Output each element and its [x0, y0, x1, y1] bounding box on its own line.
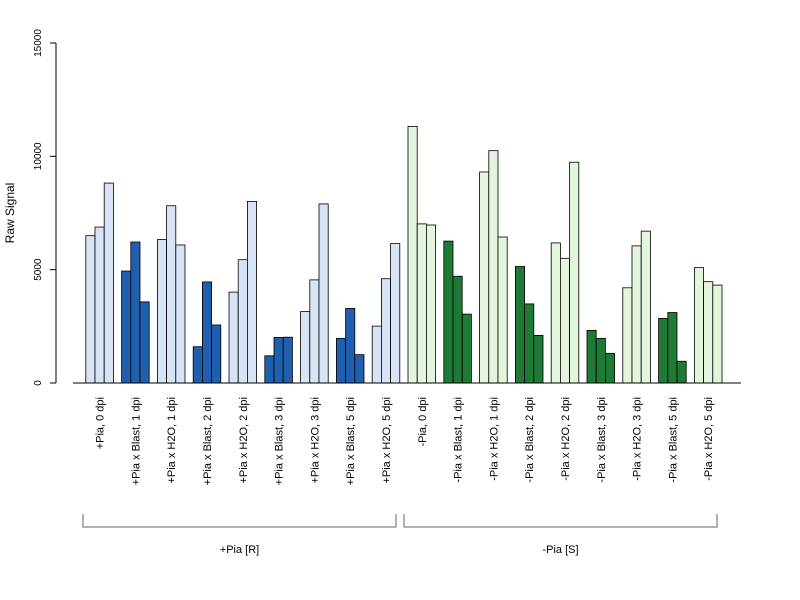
- bar-16-rep-3: [640, 230, 651, 384]
- bar-4-rep-1: [192, 346, 203, 384]
- bar-10-rep-1: [407, 126, 418, 384]
- bar-18-rep-2: [703, 281, 714, 384]
- bars-layer: [85, 126, 723, 384]
- y-axis: 0 5000 10000 15000: [33, 29, 57, 386]
- bar-15-rep-1: [586, 330, 597, 384]
- bar-11-rep-3: [461, 313, 472, 384]
- bar-3-rep-3: [175, 244, 186, 384]
- bar-2-rep-2: [130, 241, 141, 384]
- bar-16-rep-2: [631, 245, 642, 384]
- category-label-9: +Pia x H2O, 5 dpi: [381, 397, 393, 484]
- bar-1-rep-3: [103, 182, 114, 384]
- bar-5-rep-1: [228, 291, 239, 384]
- bar-1-rep-2: [94, 226, 105, 384]
- group-bracket-1: [82, 514, 397, 528]
- bar-7-rep-2: [309, 279, 320, 384]
- category-label-14: -Pia x H2O, 2 dpi: [560, 397, 572, 481]
- bar-8-rep-3: [354, 354, 365, 384]
- bar-11-rep-1: [443, 240, 454, 384]
- category-label-5: +Pia x H2O, 2 dpi: [238, 397, 250, 484]
- bar-6-rep-3: [282, 336, 293, 384]
- y-tick-label-5000: 5000: [33, 258, 44, 281]
- category-label-4: +Pia x Blast, 2 dpi: [202, 397, 214, 485]
- y-tick-label-15000: 15000: [33, 29, 44, 57]
- bar-18-rep-1: [694, 267, 705, 384]
- group-label-1: +Pia [R]: [220, 544, 259, 556]
- bar-14-rep-2: [560, 257, 571, 384]
- category-label-18: -Pia x H2O, 5 dpi: [703, 397, 715, 481]
- bar-18-rep-3: [712, 284, 723, 384]
- category-label-6: +Pia x Blast, 3 dpi: [274, 397, 286, 485]
- group-bracket-2: [403, 514, 718, 528]
- bar-12-rep-2: [488, 150, 499, 384]
- bar-9-rep-2: [380, 278, 391, 384]
- bar-4-rep-3: [211, 324, 222, 384]
- bar-13-rep-3: [533, 334, 544, 384]
- bar-3-rep-1: [156, 239, 167, 384]
- category-label-17: -Pia x Blast, 5 dpi: [667, 397, 679, 483]
- bar-10-rep-3: [425, 224, 436, 384]
- y-tick-label-0: 0: [33, 380, 44, 386]
- bar-8-rep-1: [335, 337, 346, 384]
- bar-5-rep-2: [237, 259, 248, 384]
- bar-5-rep-3: [246, 201, 257, 384]
- bar-7-rep-1: [300, 311, 311, 384]
- bar-6-rep-1: [264, 355, 275, 384]
- bar-7-rep-3: [318, 203, 329, 384]
- category-label-1: +Pia, 0 dpi: [95, 397, 107, 449]
- bar-13-rep-2: [524, 303, 535, 384]
- bar-15-rep-3: [605, 352, 616, 384]
- bar-17-rep-1: [658, 317, 669, 384]
- bar-13-rep-1: [515, 266, 526, 384]
- category-label-10: -Pia, 0 dpi: [417, 397, 429, 447]
- category-label-15: -Pia x Blast, 3 dpi: [596, 397, 608, 483]
- bar-9-rep-3: [390, 243, 401, 384]
- y-axis-title: Raw Signal: [3, 183, 17, 244]
- bar-17-rep-3: [676, 360, 687, 384]
- bar-10-rep-2: [416, 223, 427, 384]
- category-label-7: +Pia x H2O, 3 dpi: [309, 397, 321, 484]
- bar-12-rep-3: [497, 236, 508, 384]
- group-brackets: +Pia [R] -Pia [S]: [82, 514, 718, 556]
- category-label-2: +Pia x Blast, 1 dpi: [130, 397, 142, 485]
- category-label-16: -Pia x H2O, 3 dpi: [632, 397, 644, 481]
- category-label-3: +Pia x H2O, 1 dpi: [166, 397, 178, 484]
- bar-14-rep-3: [569, 161, 580, 384]
- category-label-11: -Pia x Blast, 1 dpi: [453, 397, 465, 483]
- bar-15-rep-2: [595, 337, 606, 384]
- bar-3-rep-2: [166, 205, 177, 384]
- bar-8-rep-2: [345, 308, 356, 384]
- bar-2-rep-1: [121, 270, 132, 384]
- bar-4-rep-2: [201, 281, 212, 384]
- category-label-12: -Pia x H2O, 1 dpi: [488, 397, 500, 481]
- bar-1-rep-1: [85, 235, 96, 384]
- bar-2-rep-3: [139, 301, 150, 384]
- bar-9-rep-1: [371, 325, 382, 384]
- y-tick-label-10000: 10000: [33, 142, 44, 170]
- bar-14-rep-1: [550, 242, 561, 384]
- bar-16-rep-1: [622, 287, 633, 384]
- group-label-2: -Pia [S]: [542, 544, 578, 556]
- category-label-8: +Pia x Blast, 5 dpi: [345, 397, 357, 485]
- bar-6-rep-2: [273, 337, 284, 384]
- category-label-13: -Pia x Blast, 2 dpi: [524, 397, 536, 483]
- category-labels: +Pia, 0 dpi +Pia x Blast, 1 dpi +Pia x H2O…: [95, 397, 716, 485]
- bar-12-rep-1: [479, 171, 490, 384]
- bar-17-rep-2: [667, 312, 678, 384]
- bar-11-rep-2: [452, 275, 463, 384]
